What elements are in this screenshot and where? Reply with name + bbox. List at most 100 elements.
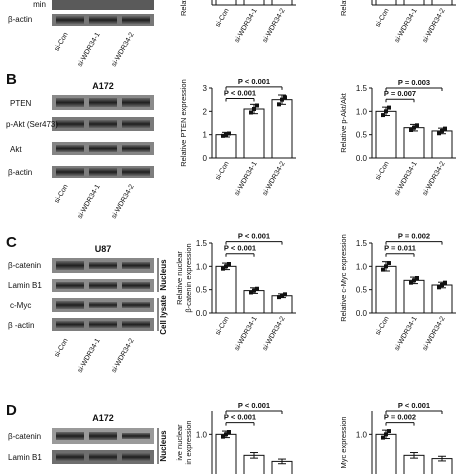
- x-tick-label: si-WDR34-1: [394, 315, 419, 352]
- blot-band: [56, 261, 84, 270]
- panel-b-letter: B: [6, 71, 17, 88]
- blot-band: [56, 453, 84, 461]
- bar: [403, 279, 425, 314]
- y-axis-label: Myc expression: [339, 416, 348, 468]
- data-point: [415, 123, 419, 128]
- y-tick-label: 0.5: [356, 286, 368, 295]
- blot-band: [122, 453, 150, 461]
- y-axis-label-line: Relative c-Myc expression: [339, 234, 348, 322]
- x-tick-label: si-Con: [215, 315, 231, 336]
- significance-label: P < 0.001: [238, 232, 270, 241]
- blot-label: Lamin B1: [8, 453, 42, 462]
- data-point: [443, 280, 447, 285]
- data-point: [381, 113, 385, 118]
- blot-band: [89, 262, 117, 269]
- x-tick-label: si-Con: [375, 315, 391, 336]
- lane-label: si-Con: [54, 183, 70, 204]
- y-axis-label-line: Myc expression: [339, 416, 348, 468]
- x-tick-label: si-WDR34-2: [262, 315, 287, 352]
- bar: [243, 290, 265, 314]
- significance-label: P = 0.002: [384, 413, 416, 422]
- x-tick-label: si-WDR34-1: [394, 7, 419, 44]
- chart-8: 1.0 Myc expression P < 0.001 P = 0.002: [339, 401, 453, 474]
- y-axis-label: Relative p-Akt/Akt: [339, 92, 348, 153]
- data-point: [415, 276, 419, 280]
- blot-band: [89, 145, 117, 152]
- blot-label: p-Akt (Ser473): [6, 120, 58, 129]
- bar: [215, 433, 237, 474]
- y-axis-label: Relative: [339, 0, 348, 16]
- bar: [431, 284, 453, 314]
- significance-label: P < 0.001: [238, 401, 270, 410]
- top-lane-label: si-WDR34-1: [77, 31, 102, 68]
- y-tick-label: 0.0: [196, 309, 208, 318]
- y-tick-label: 0.0: [356, 309, 368, 318]
- significance-label: P < 0.001: [398, 401, 430, 410]
- y-tick-label: 1.0: [196, 430, 208, 439]
- data-point: [387, 261, 391, 266]
- top-blot: min β-actin si-Con si-WDR34-1 si-WDR34-2: [8, 0, 154, 68]
- top-blot-partial-label: min: [33, 0, 46, 9]
- blot-label: β-catenin: [8, 261, 41, 270]
- side-label-nucleus: Nucleus: [159, 259, 168, 291]
- y-axis-label-line: ive nuclear: [175, 424, 184, 461]
- blot-band: [122, 16, 150, 24]
- y-tick-label: 1.5: [356, 239, 368, 248]
- data-point: [443, 126, 447, 131]
- y-axis-label: Relative nuclearβ-catenin expression: [175, 243, 193, 312]
- data-point: [255, 103, 259, 108]
- x-tick-label: si-WDR34-2: [422, 160, 447, 197]
- data-point: [384, 432, 388, 437]
- y-tick-label: 1.0: [356, 430, 368, 439]
- blot-band: [89, 16, 117, 24]
- blot-band: [89, 168, 117, 176]
- x-tick-label: si-WDR34-2: [422, 315, 447, 352]
- bar: [431, 0, 453, 6]
- significance-label: P = 0.002: [398, 232, 430, 241]
- y-axis-label: Relative: [179, 0, 188, 16]
- panel-d-letter: D: [6, 402, 17, 419]
- x-tick-label: si-WDR34-1: [234, 315, 259, 352]
- significance-label: P = 0.011: [384, 244, 416, 253]
- x-tick-label: si-Con: [215, 160, 231, 181]
- y-tick-label: 0.5: [356, 131, 368, 140]
- blot-band: [122, 433, 150, 439]
- data-point: [277, 102, 281, 107]
- blot-band: [89, 432, 117, 440]
- lane-label: si-Con: [54, 337, 70, 358]
- panel-c-letter: C: [6, 234, 17, 251]
- y-tick-label: 0: [203, 154, 208, 163]
- blot-label: β-catenin: [8, 432, 41, 441]
- blot-band: [56, 98, 84, 107]
- chart-6: 0.0 0.5 1.0 1.5 Relative c-Myc expression P =…: [339, 232, 456, 352]
- data-point: [381, 267, 385, 272]
- top-blot-label: β-actin: [8, 15, 32, 24]
- blot-label: c-Myc: [10, 301, 31, 310]
- significance-label: P = 0.003: [398, 78, 430, 87]
- x-tick-label: si-WDR34-1: [234, 7, 259, 44]
- y-tick-label: 1: [203, 131, 208, 140]
- bar: [215, 134, 237, 159]
- x-tick-label: si-WDR34-2: [422, 7, 447, 44]
- y-axis-label: Relative c-Myc expression: [339, 234, 348, 322]
- y-tick-label: 2: [203, 107, 208, 116]
- blot-band: [122, 98, 150, 107]
- blot-band: [122, 262, 150, 269]
- data-point: [249, 110, 253, 115]
- blot-label: PTEN: [10, 99, 32, 108]
- significance-label: P < 0.001: [238, 77, 270, 86]
- blot-label: Akt: [10, 145, 22, 154]
- x-tick-label: si-WDR34-1: [394, 160, 419, 197]
- panel-d-cell-line: A172: [92, 413, 114, 423]
- data-point: [252, 107, 256, 111]
- panel-b-blots: B A172 PTEN p-Akt (Ser473) Akt β-actin s…: [6, 71, 154, 220]
- x-tick-label: si-WDR34-2: [262, 7, 287, 44]
- bar: [375, 433, 397, 474]
- data-point: [384, 264, 388, 269]
- panel-c-cell-line: U87: [95, 244, 112, 254]
- blot-label: β-actin: [8, 168, 32, 177]
- blot-band: [89, 120, 117, 128]
